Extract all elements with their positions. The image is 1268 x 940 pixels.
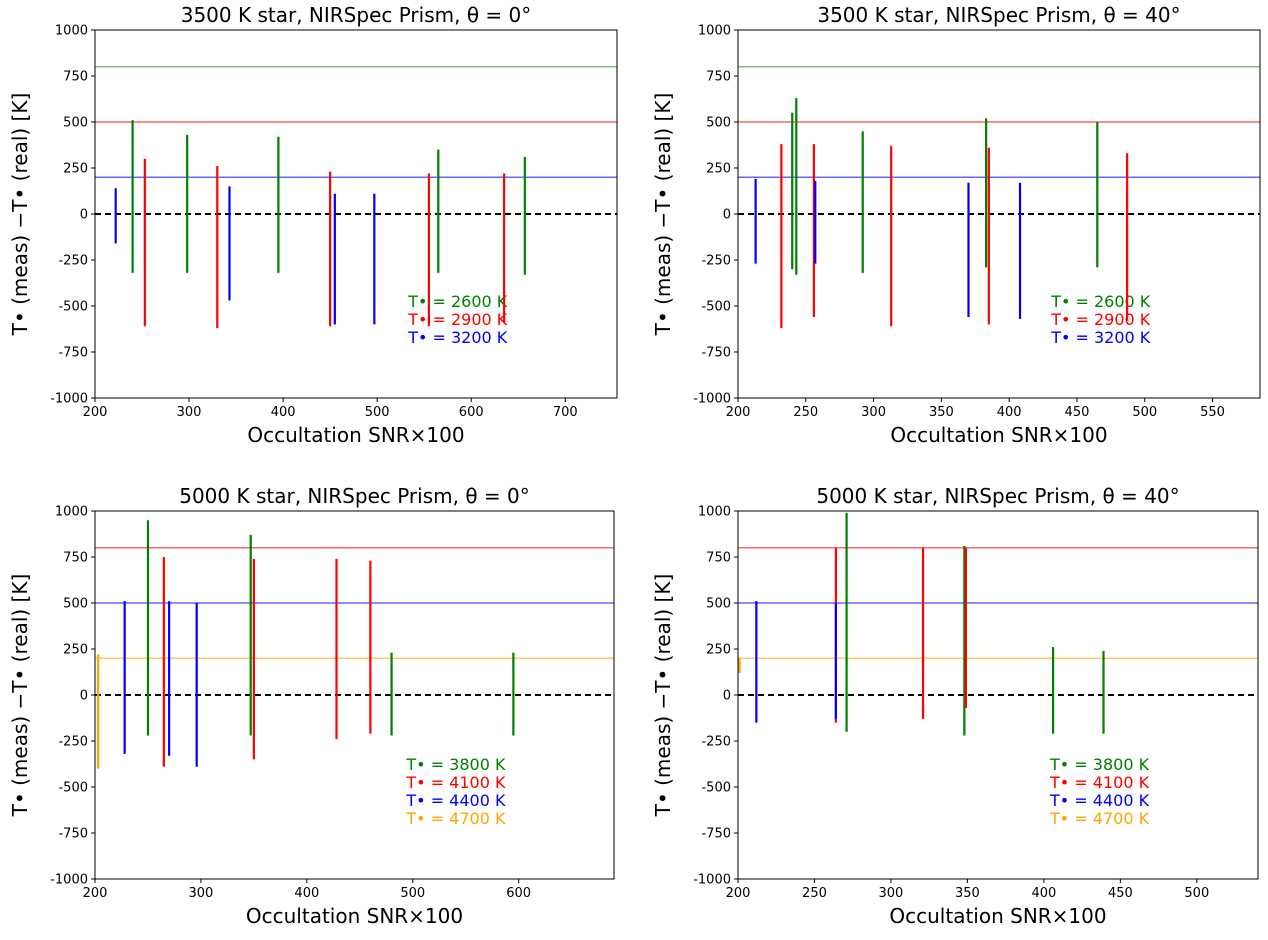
y-tick-label: -750: [58, 346, 88, 361]
y-tick-label: -750: [58, 827, 88, 842]
y-tick-label: -250: [58, 735, 88, 750]
x-tick-label: 450: [1108, 886, 1133, 901]
x-tick-label: 200: [726, 886, 751, 901]
x-tick-label: 300: [189, 886, 214, 901]
x-tick-label: 300: [861, 405, 886, 420]
x-tick-label: 550: [1200, 405, 1225, 420]
axes-frame: [737, 510, 1259, 880]
y-tick-label: 500: [706, 597, 731, 612]
y-tick-label: 500: [63, 597, 88, 612]
x-tick-label: 450: [1065, 405, 1090, 420]
legend-entry: T• = 4400 K: [1049, 791, 1150, 810]
y-axis-label: T• (meas) −T• (real) [K]: [8, 93, 32, 337]
x-tick-label: 250: [793, 405, 818, 420]
x-tick-label: 400: [1031, 886, 1056, 901]
y-tick-label: -250: [701, 735, 731, 750]
y-tick-label: 250: [63, 162, 88, 177]
x-tick-label: 200: [83, 405, 108, 420]
y-tick-label: 0: [723, 689, 731, 704]
y-tick-label: 250: [706, 643, 731, 658]
x-tick-label: 500: [365, 405, 390, 420]
legend-entry: T• = 2900 K: [1050, 310, 1151, 329]
y-tick-label: 750: [706, 70, 731, 85]
y-tick-label: 500: [63, 116, 88, 131]
y-tick-label: -750: [701, 346, 731, 361]
x-axis-label: Occultation SNR×100: [889, 904, 1106, 928]
x-tick-label: 400: [294, 886, 319, 901]
y-tick-label: -500: [58, 300, 88, 315]
y-axis-label: T• (meas) −T• (real) [K]: [8, 574, 32, 818]
y-tick-label: 750: [63, 551, 88, 566]
x-axis-label: Occultation SNR×100: [246, 904, 463, 928]
x-tick-label: 200: [726, 405, 751, 420]
x-tick-label: 250: [802, 886, 827, 901]
chart-title: 5000 K star, NIRSpec Prism, θ = 0°: [179, 484, 530, 508]
y-tick-label: -250: [701, 254, 731, 269]
x-tick-label: 600: [506, 886, 531, 901]
y-tick-label: -500: [58, 781, 88, 796]
axes-frame: [94, 29, 618, 399]
legend-entry: T• = 4700 K: [405, 809, 506, 828]
y-tick-label: 1000: [698, 505, 731, 520]
legend-entry: T• = 4100 K: [1049, 773, 1150, 792]
y-tick-label: 250: [63, 643, 88, 658]
y-tick-label: 1000: [698, 24, 731, 39]
x-tick-label: 500: [400, 886, 425, 901]
axes-frame: [94, 510, 615, 880]
y-tick-label: -750: [701, 827, 731, 842]
x-tick-label: 300: [177, 405, 202, 420]
y-axis-label: T• (meas) −T• (real) [K]: [651, 93, 675, 337]
chart-title: 5000 K star, NIRSpec Prism, θ = 40°: [816, 484, 1179, 508]
y-tick-label: 0: [723, 208, 731, 223]
x-tick-label: 350: [955, 886, 980, 901]
legend-entry: T• = 4700 K: [1049, 809, 1150, 828]
y-tick-label: 250: [706, 162, 731, 177]
y-tick-label: 1000: [55, 505, 88, 520]
y-tick-label: 0: [80, 689, 88, 704]
legend-entry: T• = 4100 K: [405, 773, 506, 792]
x-tick-label: 700: [553, 405, 578, 420]
y-tick-label: 750: [706, 551, 731, 566]
legend-entry: T• = 2600 K: [1050, 292, 1151, 311]
y-tick-label: 1000: [55, 24, 88, 39]
x-tick-label: 350: [929, 405, 954, 420]
legend-entry: T• = 3200 K: [1050, 328, 1151, 347]
legend-entry: T• = 3800 K: [1049, 755, 1150, 774]
x-tick-label: 400: [271, 405, 296, 420]
legend-entry: T• = 2900 K: [407, 310, 508, 329]
x-axis-label: Occultation SNR×100: [890, 423, 1107, 447]
y-tick-label: -1000: [693, 392, 731, 407]
x-tick-label: 200: [83, 886, 108, 901]
x-tick-label: 500: [1132, 405, 1157, 420]
x-tick-label: 500: [1184, 886, 1209, 901]
legend-entry: T• = 3800 K: [405, 755, 506, 774]
y-tick-label: -500: [701, 781, 731, 796]
x-axis-label: Occultation SNR×100: [247, 423, 464, 447]
chart-title: 3500 K star, NIRSpec Prism, θ = 40°: [817, 3, 1180, 27]
y-tick-label: -250: [58, 254, 88, 269]
y-tick-label: -1000: [693, 873, 731, 888]
x-tick-label: 600: [459, 405, 484, 420]
axes-frame: [737, 29, 1261, 399]
y-tick-label: 500: [706, 116, 731, 131]
legend-entry: T• = 2600 K: [407, 292, 508, 311]
y-tick-label: 0: [80, 208, 88, 223]
legend-entry: T• = 4400 K: [405, 791, 506, 810]
legend-entry: T• = 3200 K: [407, 328, 508, 347]
chart-title: 3500 K star, NIRSpec Prism, θ = 0°: [181, 3, 532, 27]
x-tick-label: 300: [879, 886, 904, 901]
y-tick-label: -1000: [50, 873, 88, 888]
y-axis-label: T• (meas) −T• (real) [K]: [651, 574, 675, 818]
x-tick-label: 400: [997, 405, 1022, 420]
y-tick-label: -1000: [50, 392, 88, 407]
y-tick-label: 750: [63, 70, 88, 85]
y-tick-label: -500: [701, 300, 731, 315]
